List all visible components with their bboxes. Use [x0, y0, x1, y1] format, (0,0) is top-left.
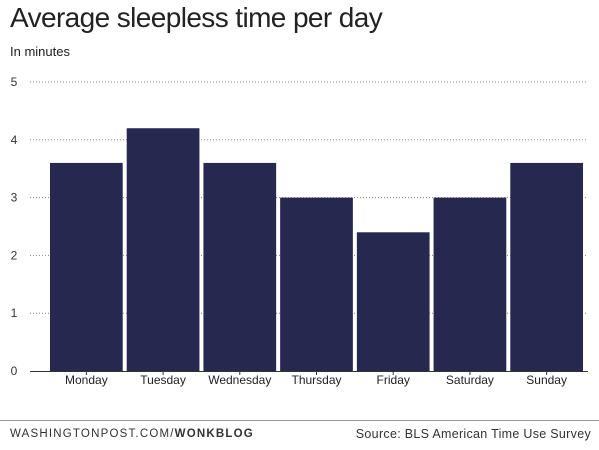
x-tick-label: Monday — [65, 373, 108, 387]
bar-chart: 0 1 2 3 4 5 Monday Tuesday Wednesday Thursday Frid… — [11, 75, 588, 387]
bar — [50, 162, 123, 371]
y-tick-label: 4 — [11, 133, 18, 147]
footer-brand: WONKBLOG — [174, 428, 254, 440]
bar — [126, 128, 200, 371]
footer-source: Source: BLS American Time Use Survey — [355, 427, 591, 441]
bar — [433, 197, 507, 371]
x-tick-label: Thursday — [291, 373, 341, 387]
bar — [280, 197, 353, 371]
x-tick-label: Tuesday — [140, 373, 186, 387]
x-tick-label: Sunday — [526, 373, 567, 387]
y-tick-label: 0 — [11, 364, 18, 378]
y-tick-label: 2 — [11, 248, 18, 262]
y-tick-label: 5 — [11, 75, 18, 89]
chart-subtitle: In minutes — [10, 44, 70, 59]
x-tick-label: Wednesday — [208, 373, 271, 387]
y-tick-label: 1 — [11, 306, 18, 320]
footer-site: WASHINGTONPOST.COM/ — [10, 428, 175, 440]
bar — [510, 162, 583, 371]
footer-divider — [0, 420, 599, 421]
x-tick-label: Saturday — [446, 373, 494, 387]
x-tick-label: Friday — [377, 373, 410, 387]
y-tick-label: 3 — [11, 191, 18, 205]
chart-title: Average sleepless time per day — [10, 2, 383, 33]
bar — [203, 162, 277, 371]
bar — [356, 232, 430, 371]
footer-credit: WASHINGTONPOST.COM/WONKBLOG — [10, 428, 254, 440]
